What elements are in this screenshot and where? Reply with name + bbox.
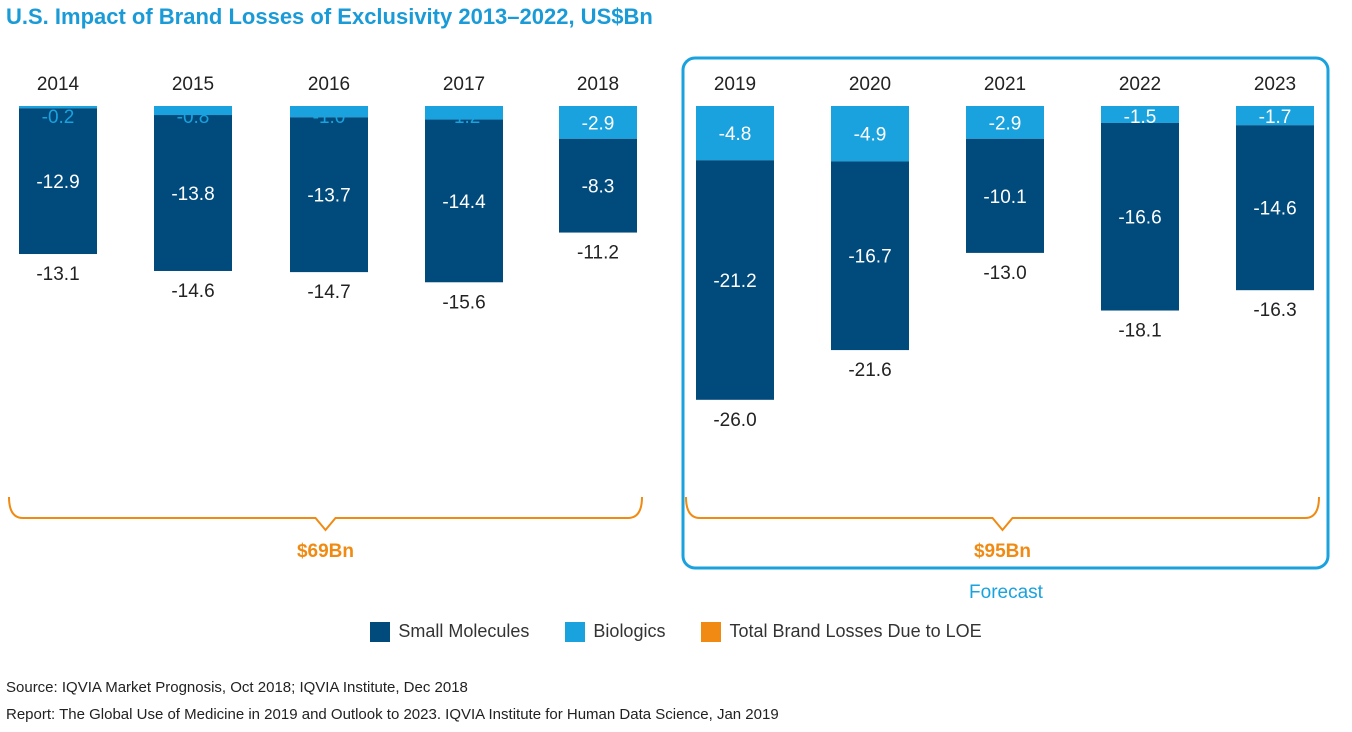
x-tick-label-2015: 2015 bbox=[172, 74, 214, 95]
data-label-small-molecules-2022: -16.6 bbox=[1118, 208, 1161, 229]
data-label-biologics-2022: -1.5 bbox=[1124, 107, 1157, 128]
bar-biologics-2015 bbox=[154, 106, 232, 116]
bar-small-molecules-2016 bbox=[290, 117, 368, 273]
legend-swatch-total-losses bbox=[701, 621, 722, 642]
bar-biologics-2016 bbox=[290, 106, 368, 118]
data-label-total-2022: -18.1 bbox=[1118, 321, 1161, 342]
data-label-total-2020: -21.6 bbox=[848, 360, 891, 381]
x-tick-label-2017: 2017 bbox=[443, 74, 485, 95]
x-tick-label-2022: 2022 bbox=[1119, 74, 1161, 95]
legend-item-total-losses: Total Brand Losses Due to LOE bbox=[701, 621, 982, 642]
legend-item-biologics: Biologics bbox=[565, 621, 665, 642]
data-label-small-molecules-2021: -10.1 bbox=[983, 187, 1026, 208]
x-tick-label-2018: 2018 bbox=[577, 74, 619, 95]
data-label-biologics-2018: -2.9 bbox=[582, 113, 615, 134]
bar-small-molecules-2015 bbox=[154, 115, 232, 271]
source-note: Source: IQVIA Market Prognosis, Oct 2018… bbox=[6, 679, 468, 696]
bracket-95bn bbox=[685, 496, 1320, 532]
data-label-small-molecules-2014: -12.9 bbox=[36, 172, 79, 193]
data-label-total-2018: -11.2 bbox=[577, 243, 619, 264]
bar-biologics-2020 bbox=[831, 106, 909, 162]
data-label-small-molecules-2017: -14.4 bbox=[442, 192, 486, 213]
data-label-small-molecules-2015: -13.8 bbox=[171, 184, 214, 205]
data-label-total-2016: -14.7 bbox=[307, 282, 350, 303]
x-tick-label-2014: 2014 bbox=[37, 74, 80, 95]
bar-biologics-2021 bbox=[966, 106, 1044, 139]
x-tick-label-2021: 2021 bbox=[984, 74, 1026, 95]
bar-small-molecules-2023 bbox=[1236, 125, 1314, 291]
bar-small-molecules-2014 bbox=[19, 108, 97, 255]
chart-svg: 2014 -0.2 -12.9 -13.1 2015 -0.8 -13.8 -14.6 2016… bbox=[8, 56, 1330, 603]
data-label-small-molecules-2020: -16.7 bbox=[848, 247, 891, 268]
legend-label-biologics: Biologics bbox=[593, 621, 666, 641]
x-tick-label-2016: 2016 bbox=[308, 74, 350, 95]
data-label-total-2015: -14.6 bbox=[171, 281, 214, 302]
data-label-biologics-2020: -4.9 bbox=[854, 125, 887, 146]
data-label-biologics-2019: -4.8 bbox=[719, 124, 752, 145]
bar-small-molecules-2018 bbox=[559, 138, 637, 233]
bar-small-molecules-2019 bbox=[696, 160, 774, 400]
data-label-small-molecules-2018: -8.3 bbox=[582, 177, 615, 198]
bar-biologics-2023 bbox=[1236, 106, 1314, 126]
bar-biologics-2022 bbox=[1101, 106, 1179, 123]
bar-biologics-2019 bbox=[696, 106, 774, 161]
data-label-biologics-2015: -0.8 bbox=[177, 107, 210, 128]
bracket-69bn bbox=[8, 496, 643, 532]
x-tick-label-2020: 2020 bbox=[849, 74, 891, 95]
legend: Small Molecules Biologics Total Brand Lo… bbox=[0, 621, 1352, 642]
data-label-total-2021: -13.0 bbox=[983, 263, 1026, 284]
data-label-total-2014: -13.1 bbox=[36, 264, 79, 285]
legend-label-total-losses: Total Brand Losses Due to LOE bbox=[729, 621, 982, 641]
data-label-biologics-2017: -1.2 bbox=[448, 107, 481, 128]
data-label-small-molecules-2019: -21.2 bbox=[713, 271, 756, 292]
bar-small-molecules-2020 bbox=[831, 161, 909, 351]
data-label-biologics-2021: -2.9 bbox=[989, 113, 1022, 134]
report-note: Report: The Global Use of Medicine in 20… bbox=[6, 706, 779, 723]
data-label-small-molecules-2016: -13.7 bbox=[307, 186, 350, 207]
data-label-small-molecules-2023: -14.6 bbox=[1253, 199, 1296, 220]
data-label-total-2023: -16.3 bbox=[1253, 300, 1296, 321]
bar-biologics-2018 bbox=[559, 106, 637, 139]
data-label-biologics-2023: -1.7 bbox=[1259, 107, 1292, 128]
bar-biologics-2017 bbox=[425, 106, 503, 120]
bar-small-molecules-2021 bbox=[966, 138, 1044, 253]
bracket-label-95bn: $95Bn bbox=[974, 541, 1031, 562]
data-label-biologics-2014: -0.2 bbox=[42, 107, 75, 128]
legend-item-small-molecules: Small Molecules bbox=[370, 621, 529, 642]
chart-title: U.S. Impact of Brand Losses of Exclusivi… bbox=[6, 4, 653, 29]
bar-small-molecules-2022 bbox=[1101, 122, 1179, 311]
bar-biologics-2014 bbox=[19, 106, 97, 109]
data-label-biologics-2016: -1.0 bbox=[313, 107, 346, 128]
forecast-label: Forecast bbox=[969, 582, 1044, 603]
x-tick-label-2019: 2019 bbox=[714, 74, 756, 95]
bar-small-molecules-2017 bbox=[425, 119, 503, 283]
legend-swatch-small-molecules bbox=[370, 621, 391, 642]
legend-label-small-molecules: Small Molecules bbox=[398, 621, 530, 641]
data-label-total-2019: -26.0 bbox=[713, 410, 756, 431]
legend-swatch-biologics bbox=[565, 621, 586, 642]
forecast-box bbox=[681, 56, 1330, 570]
x-tick-label-2023: 2023 bbox=[1254, 74, 1296, 95]
bracket-label-69bn: $69Bn bbox=[297, 541, 354, 562]
data-label-total-2017: -15.6 bbox=[442, 292, 485, 313]
